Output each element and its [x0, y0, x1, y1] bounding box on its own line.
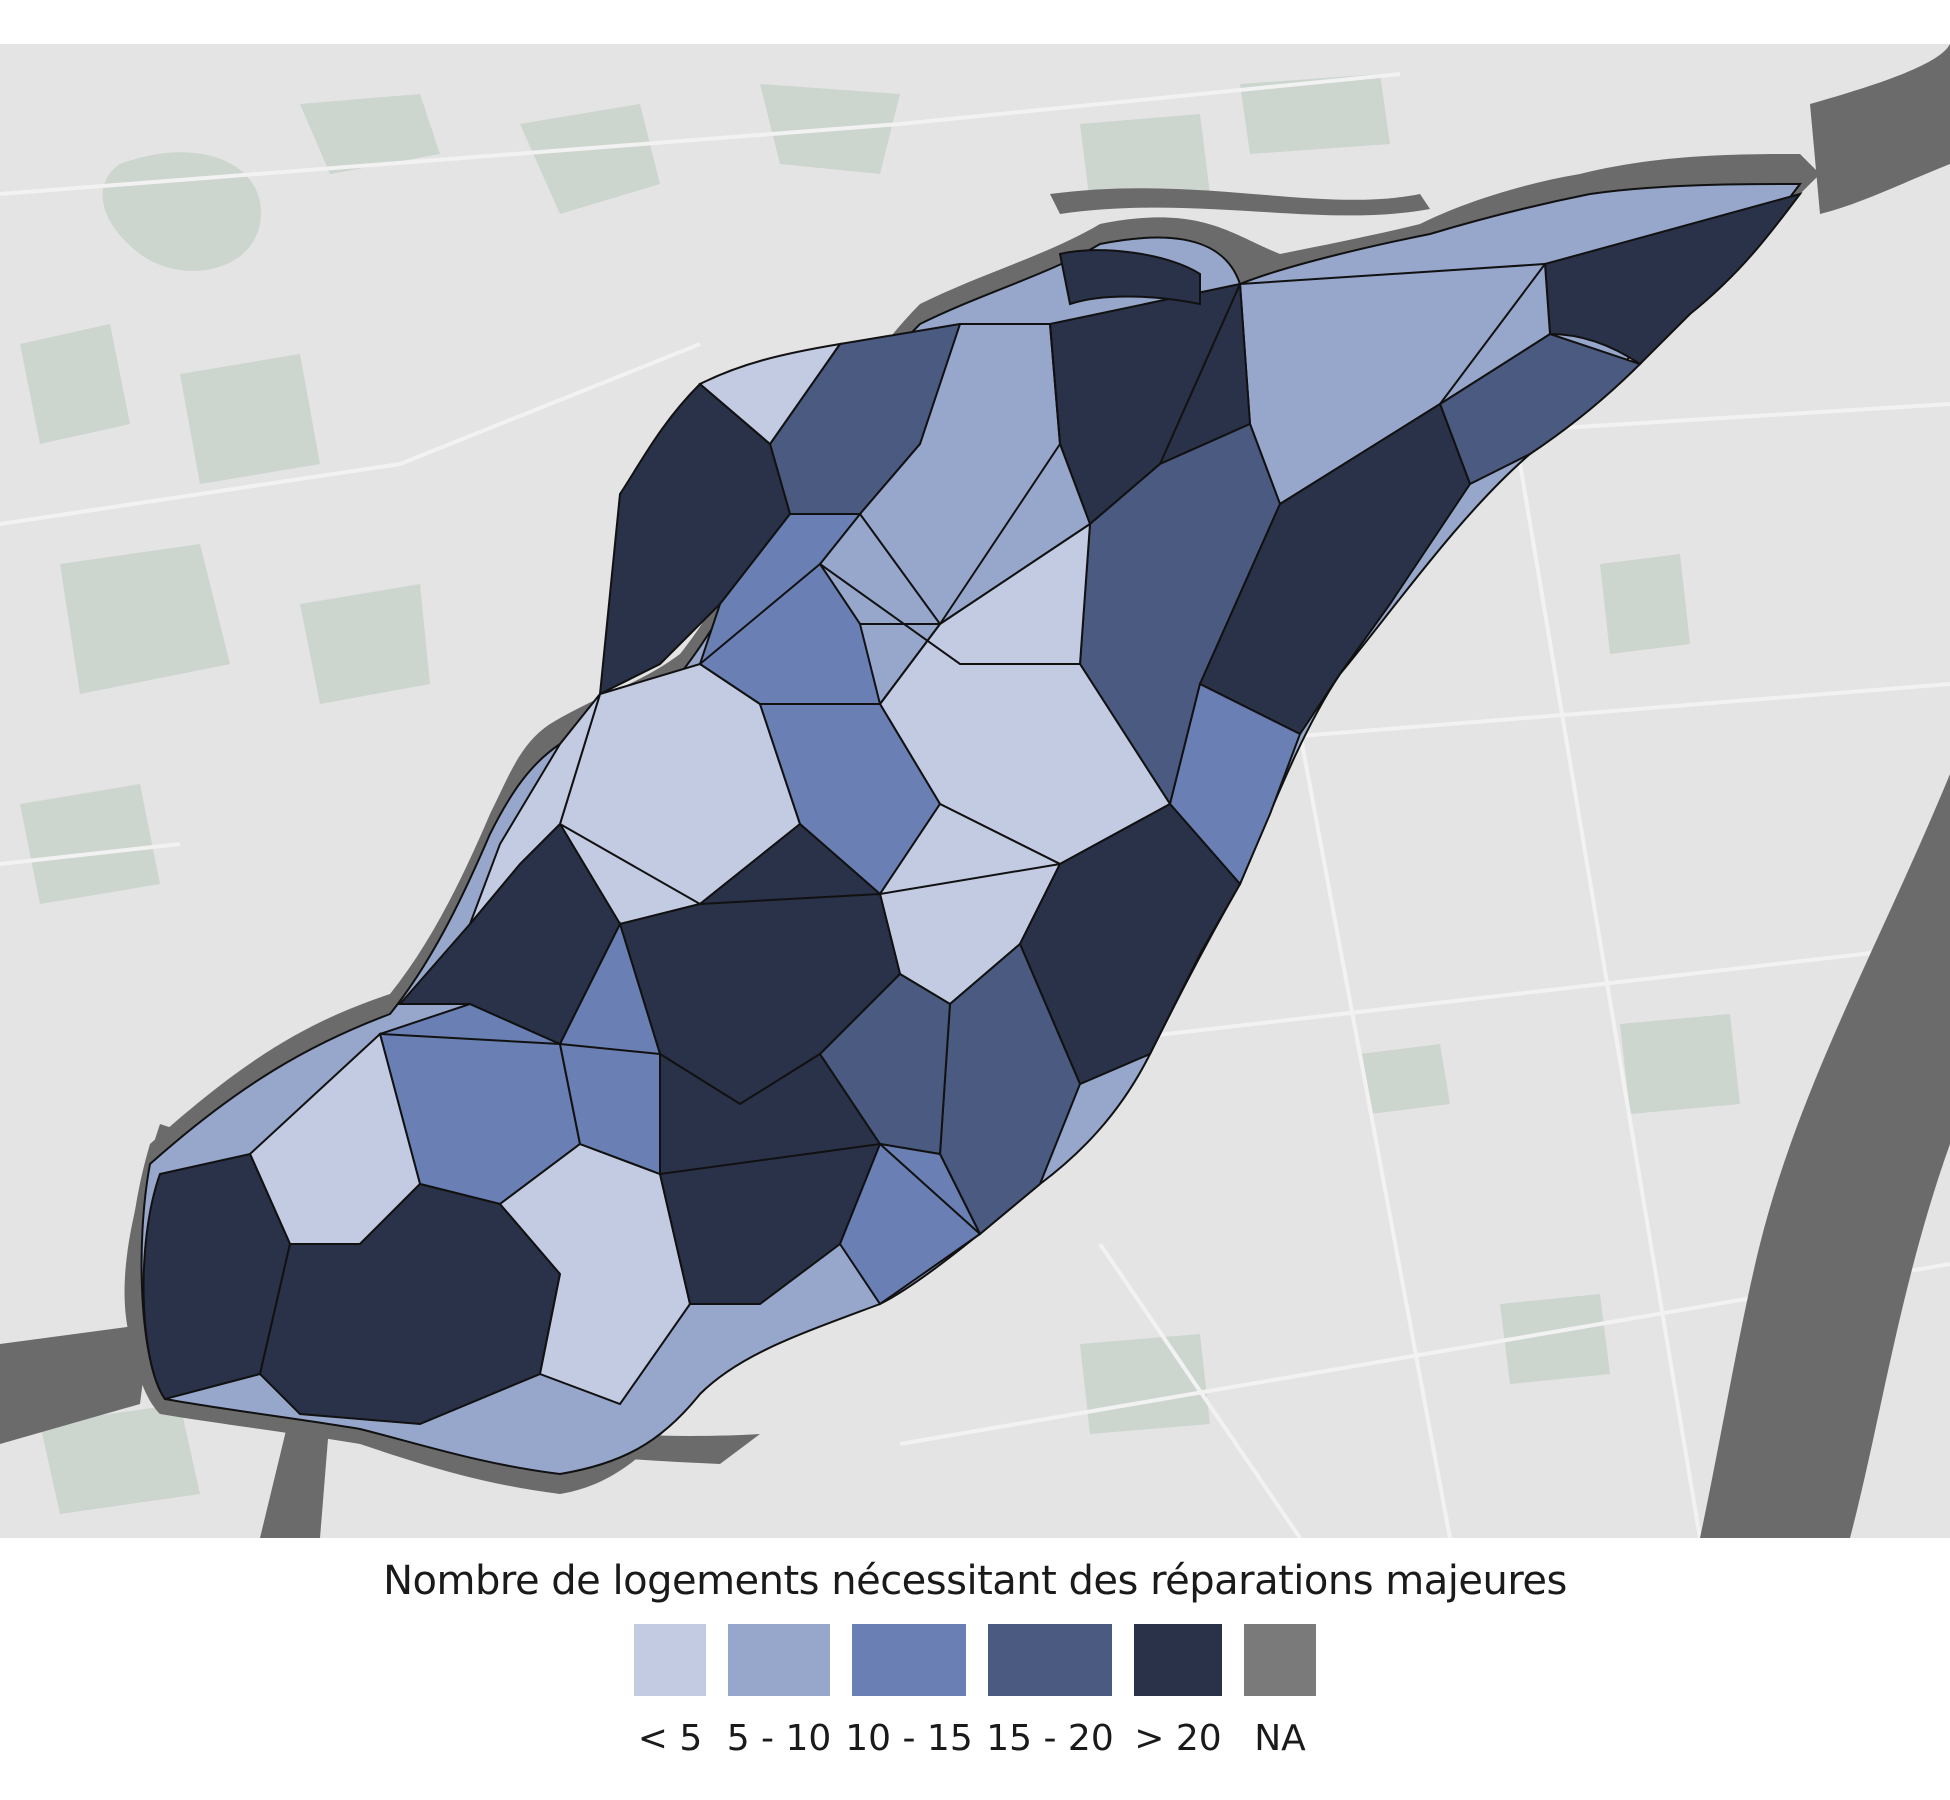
- region-west-dark: [142, 1152, 292, 1401]
- water-bodies: [0, 44, 1950, 1538]
- map-legend: Nombre de logements nécessitant des répa…: [0, 1538, 1950, 1800]
- region-lake-inlet: [1058, 249, 1201, 306]
- region-south-mixed-2: [818, 972, 952, 1156]
- legend-label-15-20: 15 - 20: [986, 1718, 1114, 1759]
- legend-swatch-lt5: [634, 1624, 706, 1696]
- legend-title: Nombre de logements nécessitant des répa…: [383, 1558, 1567, 1604]
- legend-swatch-na: [1244, 1624, 1316, 1696]
- choropleth-regions: [140, 182, 1803, 1476]
- park-areas: [20, 74, 1740, 1514]
- legend-swatch-5-10: [728, 1624, 830, 1696]
- region-northeast-tip: [1543, 192, 1803, 366]
- road-network: [0, 72, 1950, 1538]
- map[interactable]: [0, 44, 1950, 1538]
- legend-label-5-10: 5 - 10: [726, 1718, 832, 1759]
- legend-label-gt20: > 20: [1134, 1718, 1222, 1759]
- legend-swatch-15-20: [988, 1624, 1112, 1696]
- region-north-light-west: [698, 342, 843, 446]
- region-east-dark: [1438, 332, 1642, 486]
- legend-label-10-15: 10 - 15: [845, 1718, 973, 1759]
- legend-label-lt5: < 5: [637, 1718, 703, 1759]
- region-southeast-mid: [838, 1142, 982, 1306]
- legend-swatch-10-15: [852, 1624, 966, 1696]
- region-southeast-medium: [1168, 682, 1302, 886]
- choropleth-map: [0, 44, 1950, 1538]
- district-boundaries: [379, 263, 1546, 1235]
- legend-swatch-gt20: [1134, 1624, 1222, 1696]
- region-central-north-mixed: [698, 513, 882, 705]
- legend-label-na: NA: [1254, 1718, 1306, 1759]
